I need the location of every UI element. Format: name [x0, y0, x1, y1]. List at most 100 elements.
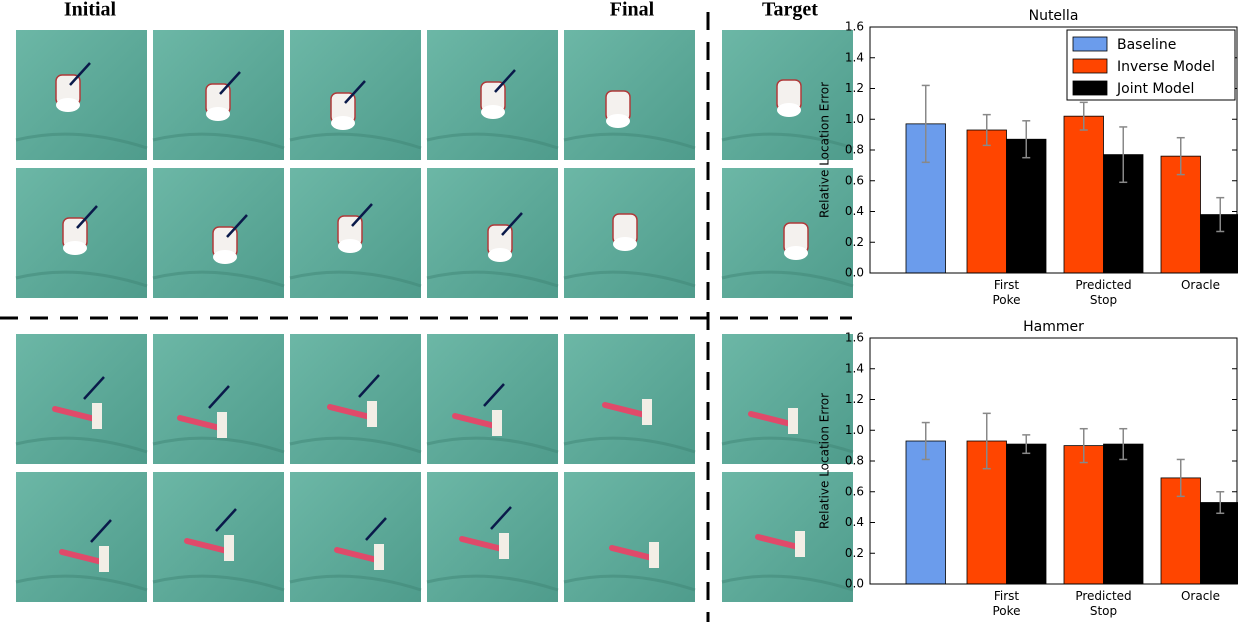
y-tick-label: 1.2 [845, 81, 864, 95]
y-tick-label: 1.6 [845, 331, 864, 345]
y-tick-label: 0.2 [845, 235, 864, 249]
cloth-fold [426, 436, 559, 454]
arrow [83, 376, 105, 400]
arrow [358, 374, 380, 398]
x-tick-label: Predicted Stop [1075, 278, 1132, 307]
y-tick-label: 1.0 [845, 112, 864, 126]
cloth-fold [152, 132, 285, 150]
cloth-fold [721, 270, 854, 288]
y-axis-label: Relative Location Error [818, 393, 832, 529]
object [755, 534, 801, 550]
object [777, 103, 801, 117]
cloth-fold [563, 132, 696, 150]
bar [1160, 155, 1201, 274]
y-tick-label: 1.6 [845, 20, 864, 34]
photo [290, 30, 421, 160]
cloth-fold [563, 436, 696, 454]
plot-frame [869, 337, 1238, 585]
error-bar [1079, 101, 1088, 131]
chart-title: Nutella [1029, 8, 1079, 24]
object [213, 250, 237, 264]
cloth-fold [563, 270, 696, 288]
object [459, 536, 505, 552]
cloth-fold [426, 574, 559, 592]
y-tick-label: 0.0 [845, 577, 864, 591]
error-bar [1022, 120, 1031, 159]
cloth-fold [289, 270, 422, 288]
error-bar [1176, 458, 1185, 498]
object [59, 549, 105, 565]
object [56, 98, 80, 112]
panel-label: Initial [64, 0, 117, 21]
object [52, 406, 98, 422]
cloth-fold [426, 132, 559, 150]
photo [153, 472, 284, 602]
y-tick-label: 1.2 [845, 392, 864, 406]
y-tick-label: 0.6 [845, 173, 864, 187]
arrow [215, 508, 237, 532]
object [602, 402, 648, 418]
arrow [90, 519, 112, 543]
cloth-fold [289, 574, 422, 592]
arrow [69, 62, 91, 86]
panel-label: Target [762, 0, 818, 21]
cloth-fold [721, 132, 854, 150]
plot-frame [869, 26, 1238, 274]
object [613, 237, 637, 251]
photo [427, 472, 558, 602]
object [338, 239, 362, 253]
photo [16, 334, 147, 464]
y-tick-label: 0.4 [845, 515, 864, 529]
error-bar [1216, 491, 1225, 515]
arrow [208, 385, 230, 409]
bar [1200, 502, 1238, 585]
photo-grid [15, 30, 854, 602]
cloth-fold [563, 574, 696, 592]
cloth-fold [289, 436, 422, 454]
bar [1006, 443, 1047, 585]
photo [290, 472, 421, 602]
y-tick-label: 0.8 [845, 454, 864, 468]
object [367, 401, 377, 427]
arrow [494, 69, 516, 93]
photo [16, 472, 147, 602]
object [327, 404, 373, 420]
y-tick-label: 0.2 [845, 546, 864, 560]
arrow [344, 80, 366, 104]
chart-title: Hammer [1023, 319, 1084, 335]
arrow [483, 383, 505, 407]
object [609, 545, 655, 561]
error-bar [1119, 126, 1128, 184]
error-bar [1079, 427, 1088, 464]
x-tick-label: Oracle [1180, 278, 1221, 292]
object [331, 116, 355, 130]
cloth-fold [15, 436, 148, 454]
object [499, 533, 509, 559]
legend-label: Joint Model [1116, 81, 1194, 97]
legend-swatch [1072, 80, 1108, 96]
legend-label: Inverse Model [1117, 59, 1215, 75]
object [63, 241, 87, 255]
photo [16, 30, 147, 160]
cloth-fold [15, 270, 148, 288]
error-bar [982, 412, 991, 470]
object [206, 107, 230, 121]
object [606, 114, 630, 128]
cloth-fold [721, 436, 854, 454]
arrow [490, 506, 512, 530]
error-bar [921, 84, 930, 164]
legend-label: Baseline [1117, 37, 1176, 53]
arrow [351, 203, 373, 227]
arrow [226, 214, 248, 238]
arrow [501, 212, 523, 236]
object [784, 246, 808, 260]
cloth-fold [152, 436, 285, 454]
arrow [365, 517, 387, 541]
object [642, 399, 652, 425]
object [374, 544, 384, 570]
cloth-fold [152, 574, 285, 592]
object [177, 415, 223, 431]
object [99, 546, 109, 572]
y-tick-label: 0.4 [845, 204, 864, 218]
